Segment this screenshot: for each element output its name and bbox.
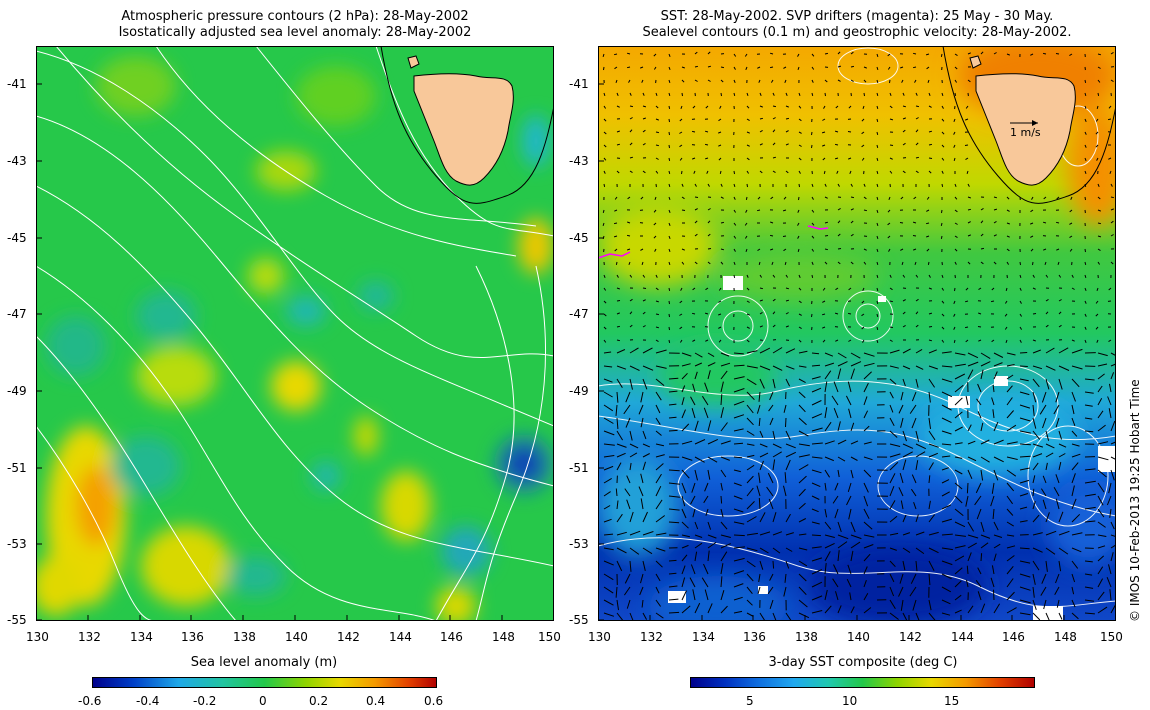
right-lon-tick: 140	[847, 630, 870, 644]
right-lat-tick: -45	[569, 231, 589, 245]
velocity-scale-arrow	[1010, 120, 1038, 126]
right-lat-tick: -51	[569, 461, 589, 475]
left-lat-tick: -51	[7, 461, 27, 475]
right-colorbar-tick: 5	[746, 694, 754, 708]
sea-level-anomaly-map	[36, 46, 554, 621]
left-lon-tick: 132	[78, 630, 101, 644]
right-colorbar-title: 3-day SST composite (deg C)	[768, 655, 958, 670]
right-lon-tick: 132	[640, 630, 663, 644]
left-title-1: Atmospheric pressure contours (2 hPa): 2…	[121, 9, 469, 24]
right-lon-tick: 142	[899, 630, 922, 644]
right-lon-tick: 130	[588, 630, 611, 644]
right-lon-tick: 150	[1100, 630, 1123, 644]
right-lat-tick: -55	[569, 613, 589, 627]
right-lat-tick: -47	[569, 307, 589, 321]
left-lon-tick: 130	[26, 630, 49, 644]
sst-colorbar	[690, 677, 1035, 688]
right-lon-tick: 148	[1054, 630, 1077, 644]
left-colorbar-tick: 0	[259, 694, 267, 708]
left-colorbar-tick: 0.6	[424, 694, 444, 708]
left-colorbar-tick: -0.2	[193, 694, 217, 708]
sst-map	[598, 46, 1116, 621]
left-lat-tick: -55	[7, 613, 27, 627]
right-colorbar-tick: 10	[842, 694, 858, 708]
left-lon-tick: 138	[233, 630, 256, 644]
left-lon-tick: 136	[181, 630, 204, 644]
left-colorbar-tick: 0.2	[309, 694, 329, 708]
right-lon-tick: 136	[743, 630, 766, 644]
left-lon-tick: 146	[440, 630, 463, 644]
velocity-scale-label: 1 m/s	[1010, 126, 1041, 139]
left-colorbar-tick: 0.4	[366, 694, 386, 708]
left-colorbar-tick: -0.4	[136, 694, 160, 708]
left-lon-tick: 134	[130, 630, 153, 644]
left-lat-tick: -43	[7, 154, 27, 168]
left-title-2: Isostatically adjusted sea level anomaly…	[118, 25, 472, 40]
left-colorbar-tick: -0.6	[78, 694, 102, 708]
right-lon-tick: 144	[951, 630, 974, 644]
right-lat-tick: -53	[569, 537, 589, 551]
right-lon-tick: 134	[692, 630, 715, 644]
right-lon-tick: 138	[795, 630, 818, 644]
right-colorbar-tick: 15	[944, 694, 960, 708]
left-lon-tick: 142	[337, 630, 360, 644]
left-lon-tick: 150	[538, 630, 561, 644]
right-lat-tick: -41	[569, 77, 589, 91]
right-title-2: Sealevel contours (0.1 m) and geostrophi…	[642, 25, 1072, 40]
left-lon-tick: 144	[389, 630, 412, 644]
left-colorbar-title: Sea level anomaly (m)	[190, 655, 338, 670]
left-lat-tick: -41	[7, 77, 27, 91]
credit-text: © IMOS 10-Feb-2013 19:25 Hobart Time	[1128, 379, 1142, 622]
right-lon-tick: 146	[1002, 630, 1025, 644]
right-lat-tick: -43	[569, 154, 589, 168]
right-title-1: SST: 28-May-2002. SVP drifters (magenta)…	[660, 9, 1054, 24]
left-lat-tick: -45	[7, 231, 27, 245]
sea-level-colorbar	[92, 677, 437, 688]
right-lat-tick: -49	[569, 384, 589, 398]
left-lon-tick: 140	[285, 630, 308, 644]
left-lat-tick: -49	[7, 384, 27, 398]
left-lat-tick: -47	[7, 307, 27, 321]
left-lat-tick: -53	[7, 537, 27, 551]
left-lon-tick: 148	[492, 630, 515, 644]
